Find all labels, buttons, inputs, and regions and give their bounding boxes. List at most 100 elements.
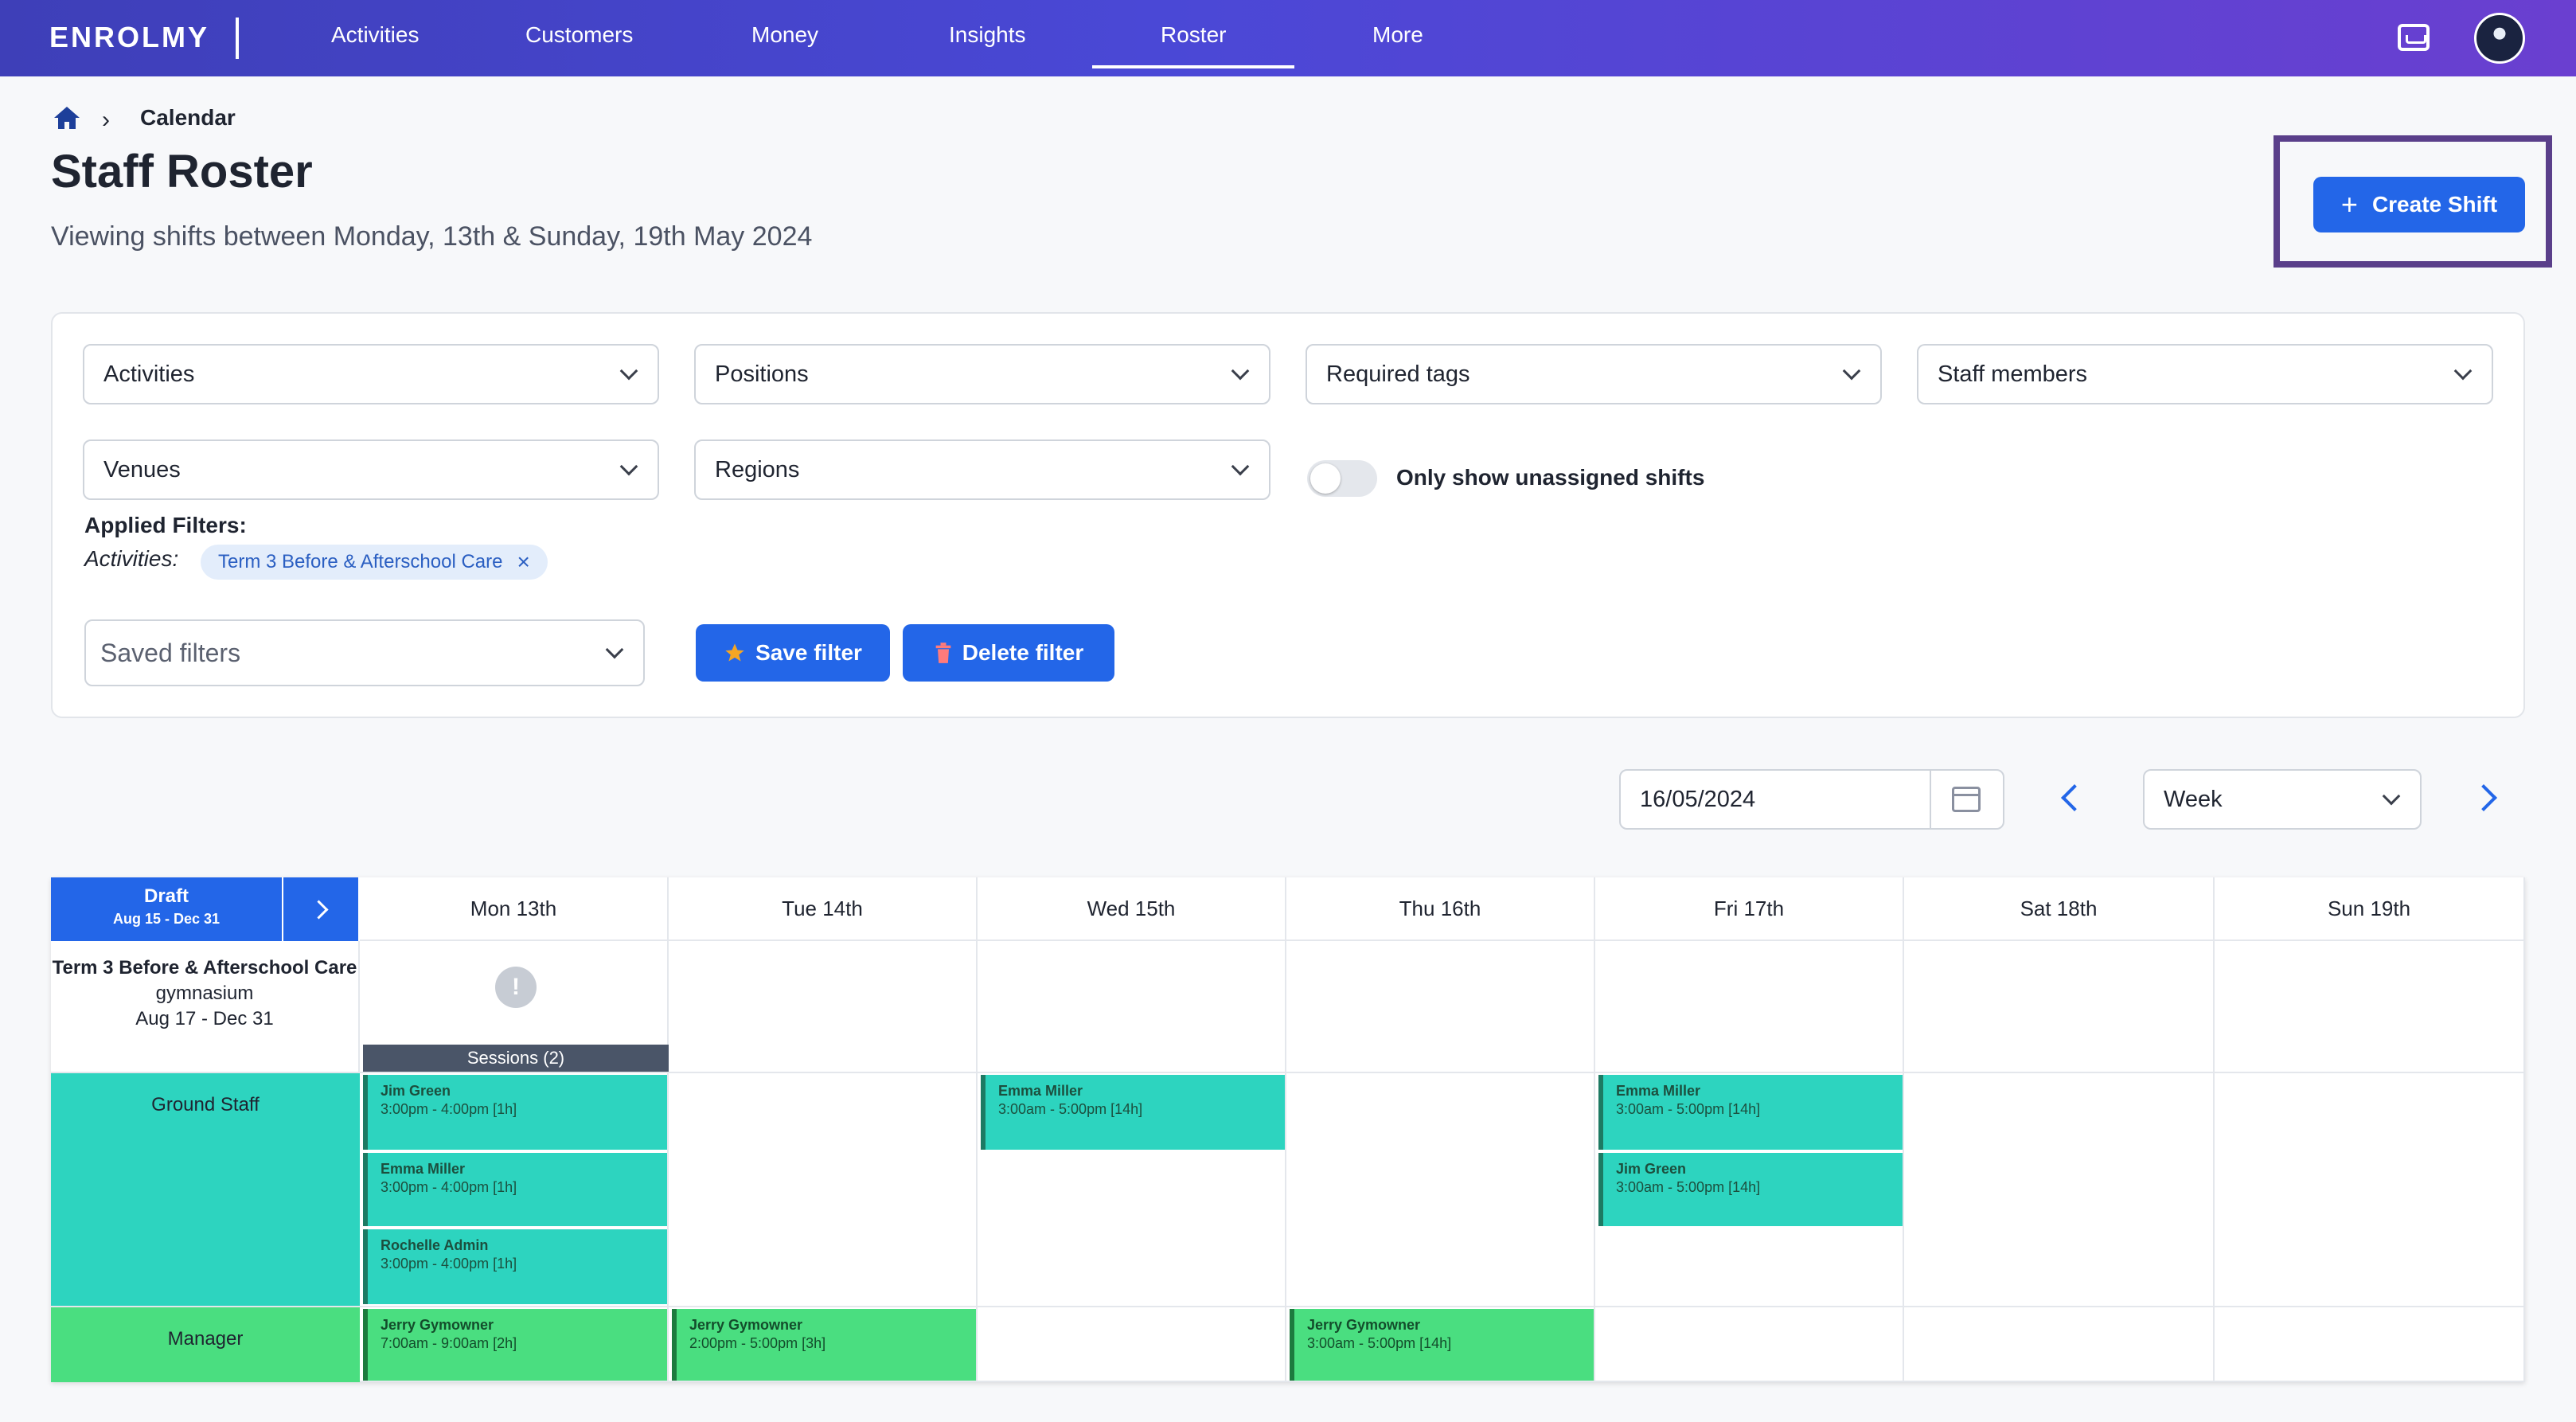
manager-cell-tue[interactable] (669, 1307, 978, 1382)
activity-cell-mon[interactable] (360, 941, 669, 1073)
manager-row-bg (51, 1307, 360, 1382)
chevron-right-icon: › (102, 107, 110, 133)
ground-cell-wed[interactable] (978, 1073, 1286, 1307)
date-value: 16/05/2024 (1640, 786, 1756, 812)
ground-cell-sat[interactable] (1904, 1073, 2215, 1307)
regions-select[interactable]: Regions (694, 439, 1270, 500)
nav-activities[interactable]: Activities (331, 22, 420, 47)
chevron-left-icon[interactable] (2061, 784, 2088, 811)
day-header-thu: Thu 16th (1286, 877, 1595, 941)
manager-cell-sat[interactable] (1904, 1307, 2215, 1382)
chevron-down-icon (2453, 361, 2473, 381)
shift-staff-name: Emma Miller (1616, 1083, 1701, 1099)
chevron-down-icon (605, 640, 624, 659)
shift-card[interactable]: Jim Green 3:00pm - 4:00pm [1h] (363, 1075, 667, 1150)
shift-card[interactable]: Rochelle Admin 3:00pm - 4:00pm [1h] (363, 1229, 667, 1304)
activity-cell-thu[interactable] (1286, 941, 1595, 1073)
venues-select-label: Venues (103, 456, 181, 482)
manager-cell-fri[interactable] (1595, 1307, 1904, 1382)
shift-card[interactable]: Emma Miller 3:00am - 5:00pm [14h] (1598, 1075, 1903, 1150)
ground-staff-row-bg (51, 1073, 360, 1307)
positions-select[interactable]: Positions (694, 344, 1270, 404)
highlight-box (2274, 135, 2552, 268)
chevron-down-icon (619, 361, 638, 381)
shift-card[interactable]: Emma Miller 3:00am - 5:00pm [14h] (981, 1075, 1285, 1150)
nav-insights[interactable]: Insights (949, 22, 1026, 47)
saved-filters-select[interactable]: Saved filters (84, 619, 645, 686)
logo[interactable]: ENROLMY (49, 21, 209, 53)
shift-staff-name: Jerry Gymowner (689, 1317, 803, 1333)
chevron-down-icon (1842, 361, 1861, 381)
shift-time: 3:00am - 5:00pm [14h] (1616, 1179, 1761, 1195)
ground-cell-thu[interactable] (1286, 1073, 1595, 1307)
draft-next-button[interactable] (282, 877, 358, 941)
shift-time: 3:00pm - 4:00pm [1h] (381, 1101, 517, 1117)
shift-staff-name: Rochelle Admin (381, 1237, 489, 1253)
activity-cell-sat[interactable] (1904, 941, 2215, 1073)
delete-filter-button[interactable]: Delete filter (903, 624, 1114, 682)
star-icon (725, 643, 744, 662)
home-icon[interactable] (53, 105, 81, 131)
activity-name: Term 3 Before & Afterschool Care (52, 957, 357, 979)
venues-select[interactable]: Venues (83, 439, 659, 500)
activity-info[interactable]: Term 3 Before & Afterschool Care gymnasi… (51, 941, 360, 1073)
warning-icon[interactable]: ! (495, 967, 537, 1008)
nav-more[interactable]: More (1372, 22, 1423, 47)
ground-cell-fri[interactable] (1595, 1073, 1904, 1307)
activity-cell-fri[interactable] (1595, 941, 1904, 1073)
create-shift-button[interactable]: + Create Shift (2313, 177, 2525, 232)
manager-cell-thu[interactable] (1286, 1307, 1595, 1382)
shift-time: 2:00pm - 5:00pm [3h] (689, 1335, 826, 1351)
nav-customers[interactable]: Customers (525, 22, 634, 47)
create-shift-label: Create Shift (2371, 192, 2498, 217)
shift-card[interactable]: Jim Green 3:00am - 5:00pm [14h] (1598, 1153, 1903, 1226)
day-header-sat: Sat 18th (1904, 877, 2215, 941)
activity-cell-tue[interactable] (669, 941, 978, 1073)
ground-cell-tue[interactable] (669, 1073, 978, 1307)
avatar[interactable] (2474, 13, 2525, 64)
chevron-right-icon[interactable] (2470, 784, 2497, 811)
day-header-fri: Fri 17th (1595, 877, 1904, 941)
page-subtitle: Viewing shifts between Monday, 13th & Su… (51, 221, 813, 252)
date-separator (1930, 771, 1931, 828)
inbox-icon[interactable] (2398, 24, 2430, 51)
activity-cell-wed[interactable] (978, 941, 1286, 1073)
draft-title: Draft (143, 885, 189, 907)
manager-cell-sun[interactable] (2215, 1307, 2525, 1382)
top-nav: ENROLMY Activities Customers Money Insig… (0, 0, 2576, 76)
sessions-bar[interactable]: Sessions (2) (363, 1045, 669, 1072)
staff-members-select[interactable]: Staff members (1917, 344, 2493, 404)
nav-money[interactable]: Money (751, 22, 819, 47)
required-tags-select[interactable]: Required tags (1306, 344, 1882, 404)
chevron-down-icon (2382, 787, 2401, 806)
save-filter-button[interactable]: Save filter (696, 624, 890, 682)
activities-select[interactable]: Activities (83, 344, 659, 404)
staff-members-select-label: Staff members (1938, 361, 2088, 387)
manager-cell-mon[interactable] (360, 1307, 669, 1382)
shift-card[interactable]: Emma Miller 3:00pm - 4:00pm [1h] (363, 1153, 667, 1226)
calendar-icon[interactable] (1952, 787, 1981, 812)
applied-filters-key: Activities: (84, 546, 179, 571)
shift-card[interactable]: Jerry Gymowner 3:00am - 5:00pm [14h] (1290, 1309, 1594, 1381)
close-icon[interactable]: × (517, 549, 530, 574)
shift-time: 3:00am - 5:00pm [14h] (1616, 1101, 1761, 1117)
plus-icon: + (2340, 188, 2358, 221)
activity-cell-sun[interactable] (2215, 941, 2525, 1073)
manager-cell-wed[interactable] (978, 1307, 1286, 1382)
shift-card[interactable]: Jerry Gymowner 2:00pm - 5:00pm [3h] (672, 1309, 976, 1381)
applied-filter-chip[interactable]: Term 3 Before & Afterschool Care × (201, 545, 548, 580)
draft-range: Aug 15 - Dec 31 (112, 911, 221, 927)
view-select[interactable]: Week (2143, 769, 2422, 830)
draft-header[interactable]: Draft Aug 15 - Dec 31 (51, 877, 282, 941)
nav-roster[interactable]: Roster (1091, 22, 1296, 68)
applied-filters-title: Applied Filters: (84, 513, 247, 537)
shift-card[interactable]: Jerry Gymowner 7:00am - 9:00am [2h] (363, 1309, 667, 1381)
ground-cell-sun[interactable] (2215, 1073, 2525, 1307)
chevron-down-icon (1231, 457, 1250, 476)
activities-select-label: Activities (103, 361, 195, 387)
unassigned-toggle[interactable] (1307, 460, 1377, 497)
date-input[interactable]: 16/05/2024 (1619, 769, 2004, 830)
activity-venue: gymnasium (155, 983, 254, 1004)
chevron-down-icon (619, 457, 638, 476)
ground-cell-mon[interactable] (360, 1073, 669, 1307)
